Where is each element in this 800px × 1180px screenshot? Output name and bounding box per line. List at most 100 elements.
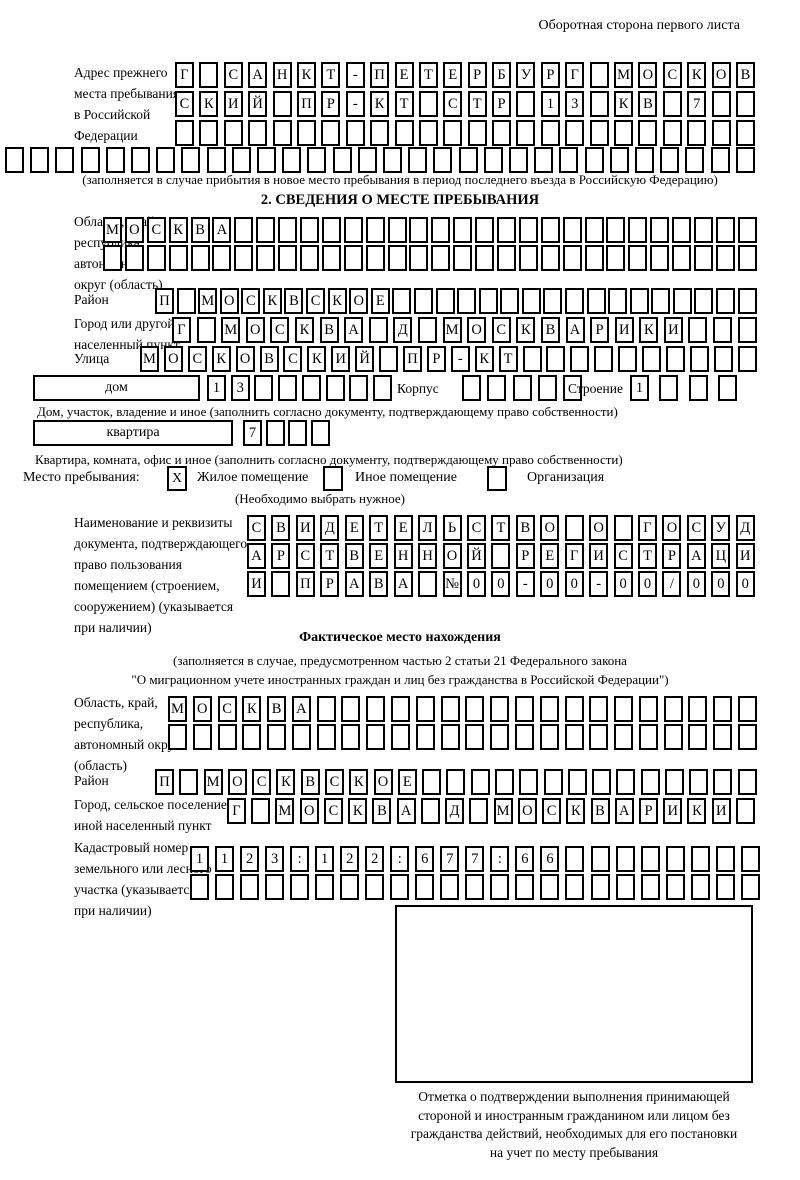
char-box[interactable] <box>491 543 511 569</box>
char-box[interactable] <box>500 288 520 314</box>
char-box[interactable] <box>564 724 584 750</box>
char-box[interactable] <box>343 217 363 243</box>
char-box[interactable] <box>512 375 532 401</box>
char-box[interactable]: Т <box>467 91 487 117</box>
char-box[interactable] <box>659 375 679 401</box>
char-box[interactable]: М <box>442 317 462 343</box>
char-box[interactable] <box>635 147 655 173</box>
char-box[interactable] <box>30 147 50 173</box>
char-box[interactable] <box>179 769 199 795</box>
char-box[interactable] <box>735 120 755 146</box>
char-box[interactable] <box>223 120 243 146</box>
char-box[interactable] <box>418 120 438 146</box>
char-box[interactable]: И <box>663 317 683 343</box>
char-box[interactable] <box>366 696 386 722</box>
char-box[interactable] <box>606 217 626 243</box>
char-box[interactable] <box>475 245 495 271</box>
char-box[interactable] <box>387 245 407 271</box>
char-box[interactable]: С <box>270 317 290 343</box>
char-box[interactable]: - <box>450 346 470 372</box>
char-box[interactable] <box>640 874 660 900</box>
char-box[interactable]: С <box>283 346 303 372</box>
char-box[interactable] <box>440 696 460 722</box>
char-box[interactable] <box>168 245 188 271</box>
char-box[interactable] <box>357 147 377 173</box>
char-box[interactable]: - <box>589 571 609 597</box>
char-box[interactable]: Р <box>638 798 658 824</box>
char-box[interactable] <box>267 724 287 750</box>
char-box[interactable]: Р <box>540 62 560 88</box>
char-box[interactable]: Н <box>393 543 413 569</box>
char-box[interactable] <box>408 147 428 173</box>
char-box[interactable] <box>256 217 276 243</box>
char-box[interactable] <box>278 375 298 401</box>
char-box[interactable]: П <box>296 91 316 117</box>
char-box[interactable]: 0 <box>540 571 560 597</box>
char-box[interactable] <box>688 317 708 343</box>
char-box[interactable]: : <box>390 846 410 872</box>
char-box[interactable]: Г <box>564 543 584 569</box>
char-box[interactable]: Е <box>540 543 560 569</box>
char-box[interactable] <box>234 217 254 243</box>
char-box[interactable]: Д <box>445 798 465 824</box>
char-box[interactable] <box>650 245 670 271</box>
char-box[interactable]: Г <box>172 317 191 343</box>
char-box[interactable]: Т <box>321 62 341 88</box>
char-box[interactable]: Д <box>735 515 755 541</box>
char-box[interactable] <box>256 245 276 271</box>
char-box[interactable]: К <box>687 62 707 88</box>
char-box[interactable]: В <box>372 798 392 824</box>
char-box[interactable] <box>487 375 507 401</box>
char-box[interactable]: 1 <box>215 846 235 872</box>
char-box[interactable] <box>433 147 453 173</box>
char-box[interactable]: О <box>192 696 212 722</box>
char-box[interactable] <box>458 147 478 173</box>
char-box[interactable] <box>662 120 682 146</box>
char-box[interactable] <box>103 245 122 271</box>
char-box[interactable] <box>435 288 455 314</box>
char-box[interactable]: Т <box>320 543 340 569</box>
char-box[interactable]: И <box>589 543 609 569</box>
char-box[interactable] <box>662 91 682 117</box>
char-box[interactable]: О <box>517 798 537 824</box>
char-box[interactable] <box>176 288 196 314</box>
char-box[interactable]: О <box>467 317 487 343</box>
char-box[interactable] <box>199 120 219 146</box>
char-box[interactable] <box>254 375 274 401</box>
char-box[interactable] <box>321 120 341 146</box>
char-box[interactable]: К <box>370 91 390 117</box>
char-box[interactable] <box>321 217 341 243</box>
char-box[interactable] <box>366 724 386 750</box>
char-box[interactable] <box>663 724 683 750</box>
char-box[interactable]: К <box>242 696 262 722</box>
char-box[interactable]: А <box>614 798 634 824</box>
char-box[interactable]: О <box>662 515 682 541</box>
char-box[interactable]: Т <box>638 543 657 569</box>
char-box[interactable]: : <box>490 846 510 872</box>
char-box[interactable] <box>341 696 361 722</box>
char-box[interactable]: В <box>638 91 658 117</box>
checkbox-zhiloe[interactable]: X <box>167 466 187 491</box>
char-box[interactable] <box>413 288 433 314</box>
char-box[interactable]: Р <box>515 543 535 569</box>
char-box[interactable]: В <box>300 769 320 795</box>
char-box[interactable] <box>278 245 298 271</box>
char-box[interactable] <box>212 245 232 271</box>
char-box[interactable]: Р <box>662 543 682 569</box>
char-box[interactable]: Ц <box>711 543 731 569</box>
char-box[interactable] <box>688 375 708 401</box>
char-box[interactable]: Ь <box>442 515 462 541</box>
char-box[interactable]: 0 <box>564 571 584 597</box>
char-box[interactable]: И <box>331 346 351 372</box>
char-box[interactable] <box>713 769 733 795</box>
char-box[interactable]: С <box>241 288 261 314</box>
char-box[interactable] <box>711 91 731 117</box>
char-box[interactable]: Б <box>492 62 512 88</box>
char-box[interactable] <box>316 696 336 722</box>
char-box[interactable]: О <box>711 62 731 88</box>
char-box[interactable]: А <box>212 217 232 243</box>
char-box[interactable] <box>694 217 714 243</box>
char-box[interactable] <box>490 724 510 750</box>
char-box[interactable] <box>565 120 585 146</box>
kvartira-widebox[interactable]: квартира <box>33 420 233 446</box>
